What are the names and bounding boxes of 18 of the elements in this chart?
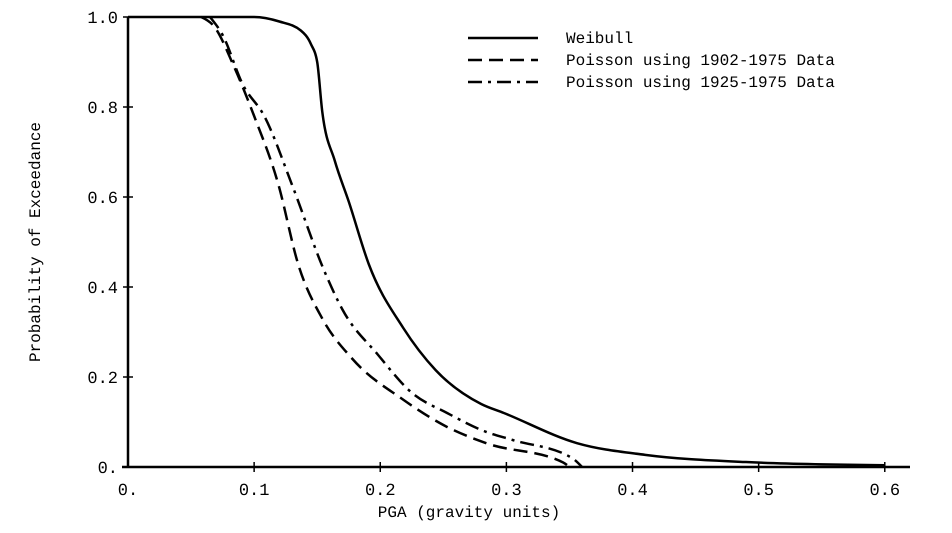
y-tick-label: 0. bbox=[98, 460, 118, 479]
x-tick-label: 0.4 bbox=[617, 482, 648, 501]
y-tick-label: 0.2 bbox=[87, 370, 118, 389]
y-tick-label: 0.8 bbox=[87, 100, 118, 119]
x-tick-label: 0.5 bbox=[743, 482, 774, 501]
legend-label: Weibull bbox=[566, 30, 634, 48]
x-tick-label: 0.3 bbox=[491, 482, 522, 501]
y-tick-label: 0.6 bbox=[87, 190, 118, 209]
legend-label: Poisson using 1902-1975 Data bbox=[566, 52, 836, 70]
x-tick-label: 0.6 bbox=[869, 482, 900, 501]
y-tick-label: 0.4 bbox=[87, 280, 118, 299]
x-axis-title: PGA (gravity units) bbox=[378, 504, 560, 522]
x-tick-label: 0. bbox=[118, 482, 138, 501]
x-tick-label: 0.1 bbox=[238, 482, 270, 501]
x-tick-label: 0.2 bbox=[364, 482, 396, 501]
y-axis-title: Probability of Exceedance bbox=[27, 122, 45, 362]
y-tick-label: 1.0 bbox=[87, 10, 118, 29]
legend-label: Poisson using 1925-1975 Data bbox=[566, 74, 836, 92]
